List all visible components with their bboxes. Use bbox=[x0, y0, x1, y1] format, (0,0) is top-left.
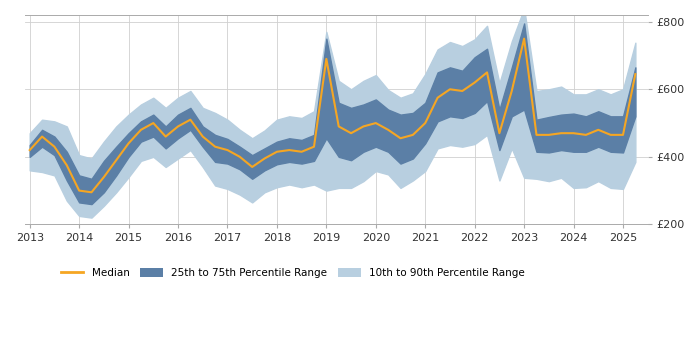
Legend: Median, 25th to 75th Percentile Range, 10th to 90th Percentile Range: Median, 25th to 75th Percentile Range, 1… bbox=[57, 264, 529, 282]
